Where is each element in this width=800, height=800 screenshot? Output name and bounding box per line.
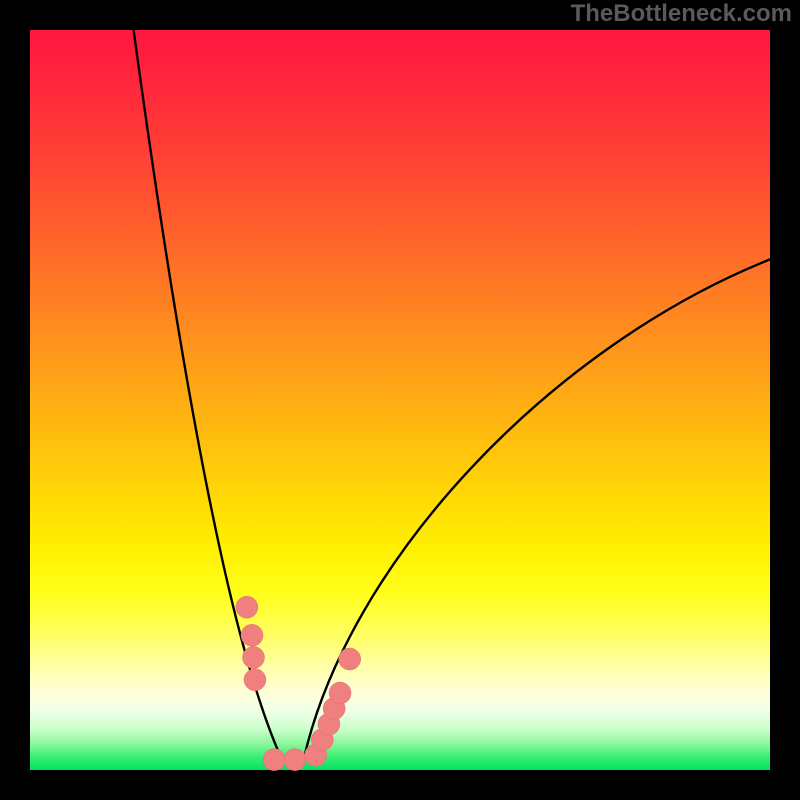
curve-marker	[284, 749, 306, 771]
curve-marker	[242, 647, 264, 669]
watermark-text: TheBottleneck.com	[571, 0, 792, 28]
curve-marker	[339, 648, 361, 670]
curve-marker	[329, 682, 351, 704]
curve-marker	[241, 624, 263, 646]
curve-marker	[236, 596, 258, 618]
chart-svg	[0, 0, 800, 800]
plot-background	[30, 30, 770, 770]
curve-marker	[263, 749, 285, 771]
chart-container: { "watermark": { "text": "TheBottleneck.…	[0, 0, 800, 800]
curve-marker	[244, 669, 266, 691]
